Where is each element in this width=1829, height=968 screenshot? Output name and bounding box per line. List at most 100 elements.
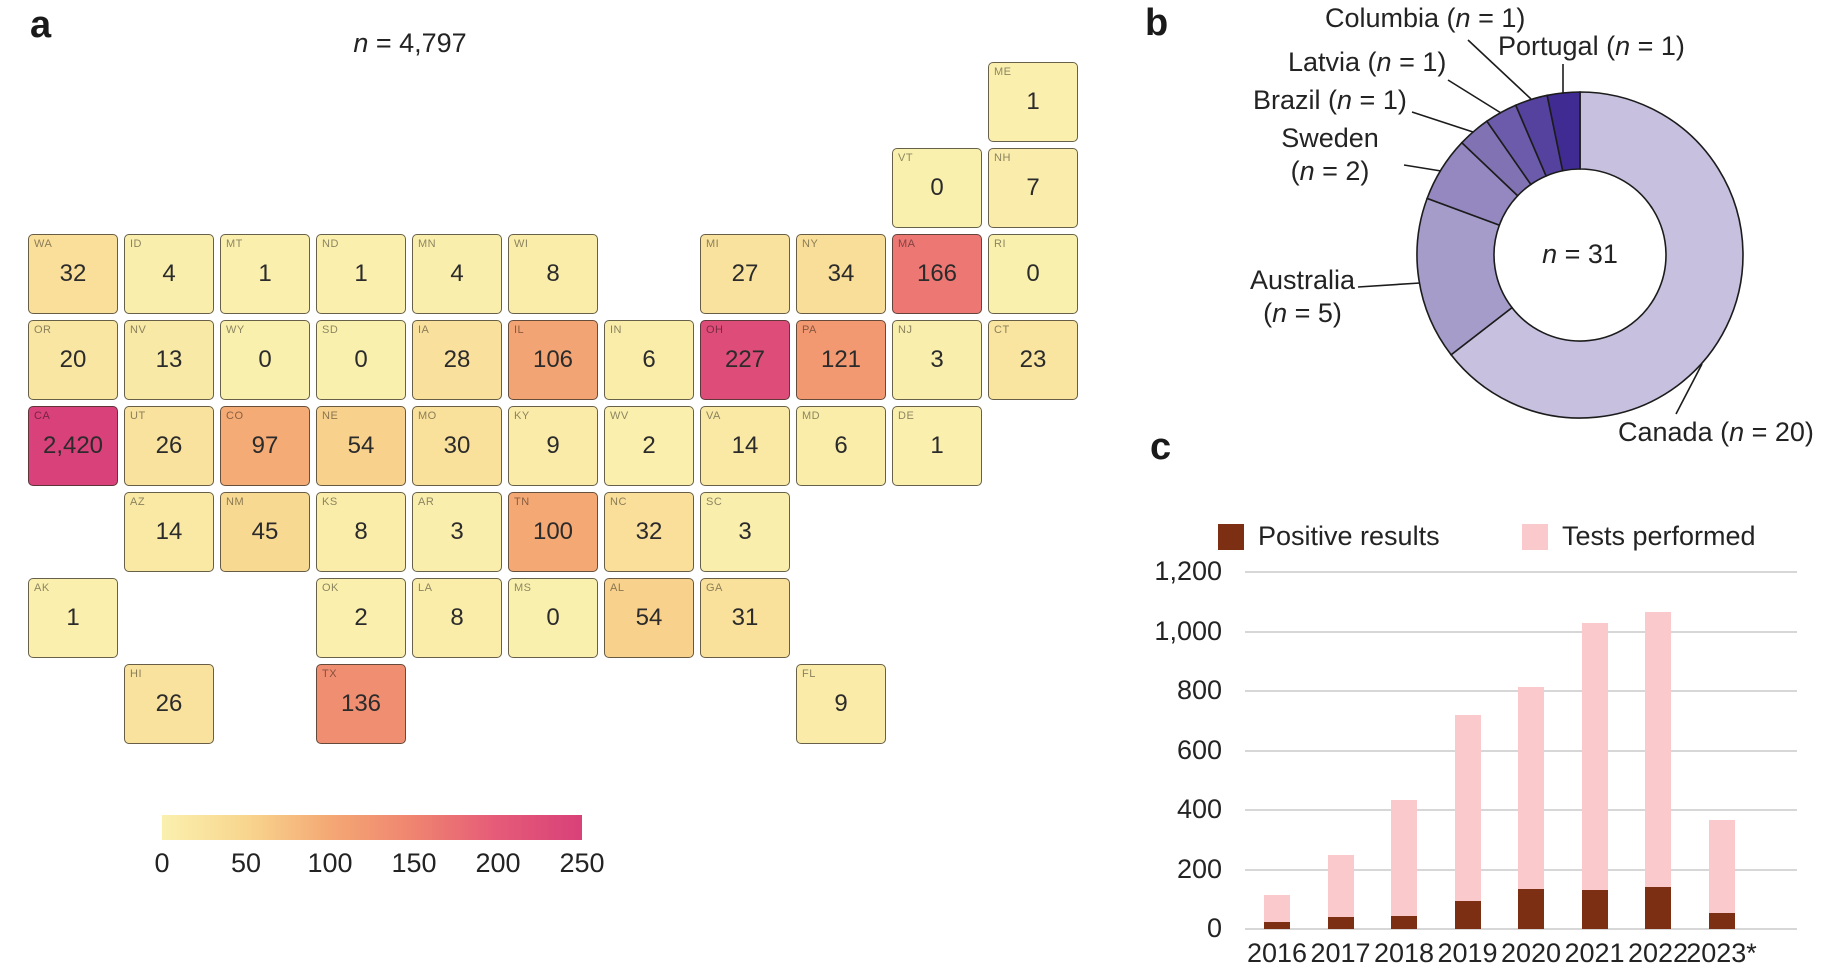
state-tile-CA: CA 2,420 (28, 406, 118, 486)
state-count: 0 (258, 346, 272, 373)
state-tile-NV: NV 13 (124, 320, 214, 400)
y-tick-800: 800 (1176, 675, 1222, 705)
legend-swatch-tests (1522, 524, 1548, 550)
state-count: 14 (731, 432, 759, 459)
state-count: 8 (546, 260, 560, 287)
state-count: 20 (59, 346, 87, 373)
colorbar-tick-0: 0 (154, 848, 170, 878)
state-tile-HI: HI 26 (124, 664, 214, 744)
state-count: 100 (532, 518, 574, 545)
state-tile-AZ: AZ 14 (124, 492, 214, 572)
colorbar-tick-250: 250 (559, 848, 605, 878)
leader-line-sweden (1403, 164, 1442, 172)
state-count: 8 (450, 604, 464, 631)
state-tile-NM: NM 45 (220, 492, 310, 572)
state-count: 0 (930, 174, 944, 201)
state-tile-ND: ND 1 (316, 234, 406, 314)
state-tile-IA: IA 28 (412, 320, 502, 400)
state-count: 1 (930, 432, 944, 459)
leader-line-canada (1675, 363, 1703, 415)
donut-label-columbia: Columbia (n = 1) (1325, 3, 1526, 33)
y-tick-600: 600 (1176, 734, 1222, 765)
state-tile-TX: TX 136 (316, 664, 406, 744)
y-tick-1000: 1,000 (1154, 615, 1222, 646)
state-count: 0 (1026, 260, 1040, 287)
state-tile-WI: WI 8 (508, 234, 598, 314)
state-count: 26 (155, 432, 183, 459)
positive-results-bar-2021 (1581, 890, 1608, 929)
state-tile-IN: IN 6 (604, 320, 694, 400)
state-tile-TN: TN 100 (508, 492, 598, 572)
legend-label-positive: Positive results (1258, 521, 1440, 551)
map-total-count: n = 4,797 (353, 28, 467, 58)
state-count: 1 (354, 260, 368, 287)
positive-results-bar-2022 (1645, 887, 1671, 929)
state-tile-MN: MN 4 (412, 234, 502, 314)
panel-c-label: c (1150, 426, 1172, 468)
state-tile-DE: DE 1 (892, 406, 982, 486)
state-count: 32 (59, 260, 87, 287)
state-count: 97 (251, 432, 279, 459)
leader-line-columbia (1467, 39, 1532, 100)
state-count: 54 (635, 604, 663, 631)
state-count: 32 (635, 518, 663, 545)
donut-label-brazil: Brazil (n = 1) (1253, 85, 1407, 115)
state-tile-PA: PA 121 (796, 320, 886, 400)
x-tick-2019: 2019 (1437, 938, 1498, 968)
leader-line-brazil (1411, 111, 1474, 133)
state-count: 4 (450, 260, 464, 287)
donut-label-canada: Canada (n = 20) (1618, 417, 1814, 447)
x-tick-2021: 2021 (1564, 938, 1625, 968)
state-count: 2 (354, 604, 368, 631)
state-count: 54 (347, 432, 375, 459)
state-count: 0 (354, 346, 368, 373)
state-tile-MD: MD 6 (796, 406, 886, 486)
state-count: 2 (642, 432, 656, 459)
tests-performed-bar-2023 (1708, 820, 1735, 929)
legend-label-tests: Tests performed (1562, 521, 1756, 551)
x-tick-2017: 2017 (1310, 938, 1371, 968)
state-tile-CT: CT 23 (988, 320, 1078, 400)
donut-center-count: n = 31 (1542, 239, 1618, 269)
state-count: 45 (251, 518, 279, 545)
state-tile-RI: RI 0 (988, 234, 1078, 314)
us-choropleth-map: AK 1 WA 32 OR 20 CA 2,420 ID 4 NV 13 MT 1 WY 0 UT 26 AZ 14 C… (28, 62, 1088, 758)
state-tile-FL: FL 9 (796, 664, 886, 744)
state-tile-SC: SC 3 (700, 492, 790, 572)
state-tile-UT: UT 26 (124, 406, 214, 486)
gridline-1200 (1245, 571, 1797, 573)
state-count: 9 (546, 432, 560, 459)
tests-performed-bar-2018 (1391, 799, 1417, 929)
state-tile-VT: VT 0 (892, 148, 982, 228)
donut-label-sweden: Sweden (n = 2) (1281, 123, 1379, 186)
donut-label-latvia: Latvia (n = 1) (1288, 47, 1447, 77)
state-tile-MT: MT 1 (220, 234, 310, 314)
legend-swatch-positive (1218, 524, 1244, 550)
state-tile-KS: KS 8 (316, 492, 406, 572)
state-count: 6 (642, 346, 656, 373)
state-count: 136 (340, 690, 382, 717)
state-count: 3 (930, 346, 944, 373)
tests-performed-bar-2019 (1454, 714, 1481, 929)
state-count: 13 (155, 346, 183, 373)
map-colorbar-gradient (162, 815, 582, 840)
state-tile-WA: WA 32 (28, 234, 118, 314)
leader-line-australia (1357, 282, 1421, 288)
state-tile-NJ: NJ 3 (892, 320, 982, 400)
tests-performed-bar-2021 (1581, 622, 1608, 929)
x-tick-2020: 2020 (1500, 938, 1562, 968)
state-count: 23 (1019, 346, 1047, 373)
panel-a-label: a (30, 4, 52, 46)
positive-results-bar-2016 (1264, 921, 1290, 929)
state-count: 1 (1026, 88, 1040, 115)
donut-leader-lines (1357, 39, 1703, 415)
state-tile-MS: MS 0 (508, 578, 598, 658)
state-count: 121 (820, 346, 862, 373)
positive-results-bar-2020 (1518, 888, 1544, 929)
tests-performed-bar-2022 (1645, 612, 1671, 929)
state-tile-ME: ME 1 (988, 62, 1078, 142)
state-count: 106 (532, 346, 574, 373)
x-tick-2016: 2016 (1246, 938, 1308, 968)
state-tile-AL: AL 54 (604, 578, 694, 658)
